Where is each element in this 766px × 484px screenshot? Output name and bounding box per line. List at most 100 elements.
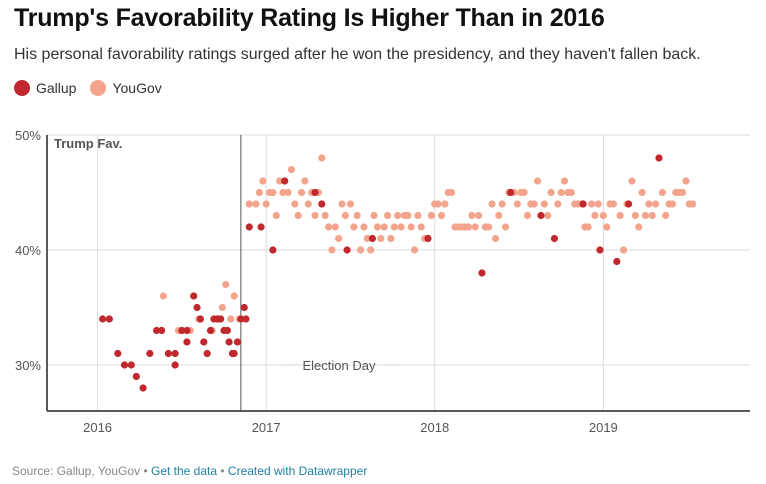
yougov-point xyxy=(678,188,687,197)
yougov-point xyxy=(491,234,500,243)
yougov-point xyxy=(689,200,697,208)
yougov-point xyxy=(560,177,569,185)
yougov-point xyxy=(321,211,329,220)
yougov-point xyxy=(363,234,371,243)
yougov-point xyxy=(294,211,302,220)
yougov-point xyxy=(603,223,611,231)
legend-label-yougov: YouGov xyxy=(112,80,162,96)
yougov-point xyxy=(501,223,510,231)
gallup-point xyxy=(183,326,191,335)
y-tick-label: 40% xyxy=(15,243,41,258)
yougov-point xyxy=(540,200,548,208)
gallup-point xyxy=(343,246,351,254)
gallup-point xyxy=(368,234,376,243)
yougov-point xyxy=(434,200,442,208)
yougov-point xyxy=(331,223,339,231)
yougov-point xyxy=(328,246,336,254)
yougov-point xyxy=(301,177,309,185)
yougov-point xyxy=(297,188,306,197)
gallup-point xyxy=(625,200,633,208)
yougov-point xyxy=(252,200,260,208)
gallup-point xyxy=(596,246,604,254)
yougov-point xyxy=(468,211,476,220)
yougov-point xyxy=(390,223,398,231)
legend-item-yougov: YouGov xyxy=(90,80,162,96)
yougov-point xyxy=(291,200,299,208)
yougov-point xyxy=(520,188,528,197)
yougov-point xyxy=(641,211,650,220)
yougov-point xyxy=(407,223,415,231)
gallup-point xyxy=(178,326,186,335)
yougov-point xyxy=(370,211,378,220)
yougov-point xyxy=(645,200,653,208)
annotation-election-day: Election Day xyxy=(303,358,376,373)
yougov-point xyxy=(404,211,412,220)
yougov-point xyxy=(350,223,358,231)
gallup-point xyxy=(99,315,107,323)
yougov-point xyxy=(383,211,392,220)
gallup-point xyxy=(223,326,231,335)
yougov-point xyxy=(245,200,253,208)
yougov-point xyxy=(485,223,493,231)
yougov-point xyxy=(628,177,636,185)
yougov-point xyxy=(544,211,552,220)
yougov-point xyxy=(648,211,656,220)
yougov-point xyxy=(373,223,382,231)
yougov-point xyxy=(638,188,646,197)
yougov-point xyxy=(488,200,496,208)
gallup-point xyxy=(318,200,326,208)
yougov-point xyxy=(341,211,349,220)
gallup-point xyxy=(269,246,277,254)
x-tick-label: 2019 xyxy=(589,420,618,435)
yougov-point xyxy=(417,223,425,231)
gallup-point xyxy=(233,338,242,346)
x-tick-label: 2017 xyxy=(252,420,281,435)
yougov-point xyxy=(567,188,575,197)
gallup-point xyxy=(105,315,113,323)
yougov-point xyxy=(324,223,333,231)
yougov-point xyxy=(495,211,503,220)
yougov-point xyxy=(682,177,690,185)
gallup-point xyxy=(281,177,289,185)
yougov-point xyxy=(474,211,483,220)
yougov-point xyxy=(227,315,235,323)
yougov-point xyxy=(311,211,319,220)
yougov-point xyxy=(587,200,596,208)
yougov-point xyxy=(410,246,419,254)
chart-subtitle: His personal favorability ratings surged… xyxy=(14,46,701,63)
gallup-point xyxy=(424,234,432,243)
gallup-point xyxy=(190,292,198,300)
yougov-point xyxy=(616,211,624,220)
yougov-point xyxy=(668,200,677,208)
get-data-link[interactable]: Get the data xyxy=(150,464,218,478)
yougov-point xyxy=(631,211,639,220)
yougov-point xyxy=(159,292,167,300)
gallup-point xyxy=(183,338,191,346)
legend-label-gallup: Gallup xyxy=(36,80,77,96)
gallup-point xyxy=(193,303,201,312)
yougov-point xyxy=(523,211,532,220)
yougov-point xyxy=(619,246,628,254)
gallup-point xyxy=(158,326,166,335)
gallup-point xyxy=(311,188,319,197)
yougov-point xyxy=(255,188,264,197)
yougov-point xyxy=(287,165,296,174)
source-note: Source: Gallup, YouGov xyxy=(12,464,141,478)
yougov-point xyxy=(662,211,670,220)
yougov-point xyxy=(284,188,292,197)
annotation-trump-fav: Trump Fav. xyxy=(54,136,122,151)
footer-separator: • xyxy=(143,464,148,478)
legend: Gallup YouGov xyxy=(14,80,176,96)
yougov-point xyxy=(377,234,385,243)
gallup-point xyxy=(613,257,621,266)
datawrapper-link[interactable]: Created with Datawrapper xyxy=(227,464,368,478)
gallup-point xyxy=(152,326,161,335)
yougov-point xyxy=(276,177,284,185)
gallup-point xyxy=(237,315,245,323)
yougov-point xyxy=(594,200,602,208)
yougov-point xyxy=(530,200,538,208)
yougov-point xyxy=(427,211,435,220)
yougov-point xyxy=(338,200,346,208)
yougov-point xyxy=(513,200,521,208)
